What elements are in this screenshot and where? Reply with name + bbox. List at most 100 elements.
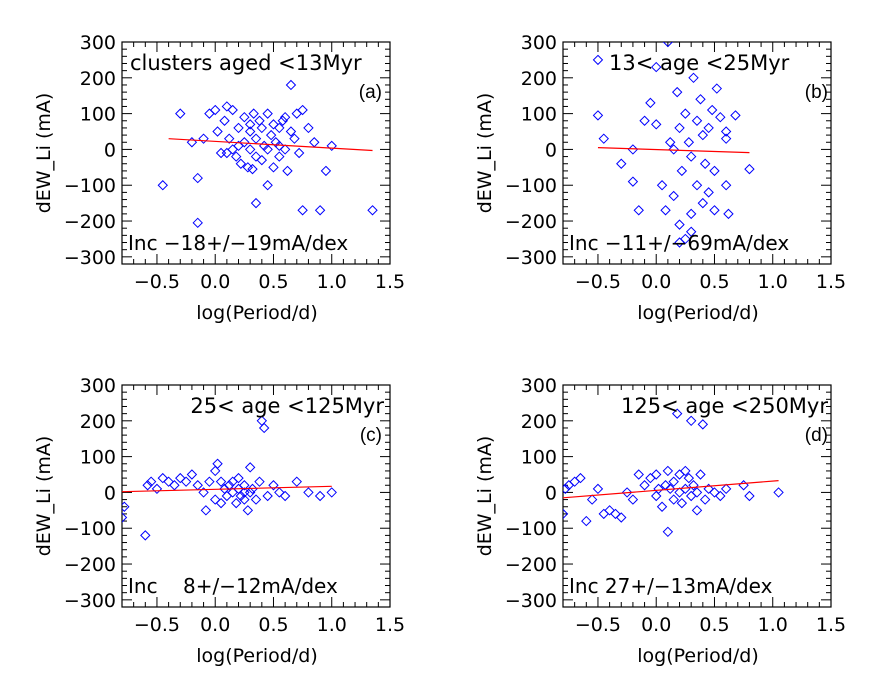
panel-b-data-layer [592,42,755,248]
data-point [227,104,238,116]
data-point [592,54,604,66]
data-point [309,137,320,148]
panel-a-frame [121,41,391,265]
data-point [598,508,609,520]
data-point [662,42,674,48]
data-point [645,472,656,484]
data-point [282,165,293,177]
data-point [616,158,627,169]
data-point [668,190,679,202]
data-point [703,483,714,495]
data-point [744,163,755,175]
data-point [250,133,262,144]
data-point [691,487,703,498]
data-point [697,197,709,209]
data-point [212,458,223,469]
data-point [586,494,598,505]
data-point [233,472,244,484]
data-point [662,465,674,477]
panel-c-ytick-label: −300 [64,590,116,612]
panel-a-points [157,79,378,229]
data-point [279,111,291,123]
data-point [703,122,714,134]
data-point [180,476,192,487]
data-point [685,151,697,162]
data-point [326,487,337,498]
data-point [254,476,265,487]
panel-c-frame [121,384,391,608]
data-point [212,126,223,137]
data-point [610,508,621,520]
data-point [274,122,285,134]
panel-a-ytick-label: 300 [80,32,116,54]
data-point [680,108,691,119]
data-point [279,490,291,502]
data-point [697,419,709,430]
panel-b-xtick-label: 0.5 [699,271,729,293]
data-point [688,480,699,491]
panel-d-points [563,408,784,538]
data-point [291,108,302,119]
panel-c-ytick-label: −100 [64,518,116,540]
data-point [688,72,699,84]
panel-b-ytick-label: 0 [545,139,557,161]
data-point [674,219,685,230]
panel-a-ytick-label: 100 [80,104,116,126]
data-point [140,530,151,541]
data-point [192,480,203,491]
panel-d-fit-line [563,480,779,499]
data-point [289,133,300,144]
data-point [262,490,273,502]
panel-a-ytick-label: −200 [64,211,116,233]
data-point [575,472,586,484]
data-point [664,483,676,495]
data-point [239,137,250,148]
data-point [683,137,695,148]
panel-c-fit-line [122,485,332,493]
data-point [250,197,262,209]
panel-d-ytick-label: −300 [505,590,557,612]
data-point [664,137,676,148]
panel-b-fit-label: Inc −11+/−69mA/dex [569,231,789,255]
data-point [256,154,268,166]
data-point [671,86,683,98]
data-point [674,469,685,480]
data-point [563,483,571,495]
data-point [676,497,688,509]
data-point [274,151,285,162]
data-point [219,115,230,126]
panel-b-title: 13< age <25Myr [609,51,790,75]
data-point [633,205,644,216]
panel-d-xtick-label: 1.0 [758,614,788,636]
data-point [730,110,741,121]
data-point [200,505,212,516]
panel-c-ytick-label: 100 [80,447,116,469]
data-point [627,144,639,155]
data-point [230,151,242,162]
data-point [186,469,198,480]
panel-b-xlabel: log(Period/d) [637,302,759,324]
panel-d-xtick-label: −0.5 [575,614,621,636]
data-point [598,133,609,144]
data-point [674,237,685,248]
data-point [699,158,711,169]
data-point [223,480,235,491]
panel-a-title: clusters aged <13Myr [130,51,362,75]
data-point [639,480,650,491]
data-point [651,469,662,480]
data-point [268,480,279,491]
data-point [773,487,784,498]
data-point [720,180,732,191]
panel-c-xtick-label: 0.5 [258,614,288,636]
data-point [215,476,227,487]
panel-a-ytick-label: −300 [64,247,116,269]
data-point [581,515,592,527]
panel-d-axes-layer: −0.5 0.0 0.5 1.0 1.5 −300 −200 −100 0 100 200 300 [505,375,846,636]
data-point [279,144,291,155]
panel-b-ytick-label: 100 [521,104,557,126]
data-point [297,205,308,216]
panel-a-data-layer [157,79,378,229]
data-point [215,497,227,509]
data-point [616,512,627,523]
data-point [653,483,664,495]
